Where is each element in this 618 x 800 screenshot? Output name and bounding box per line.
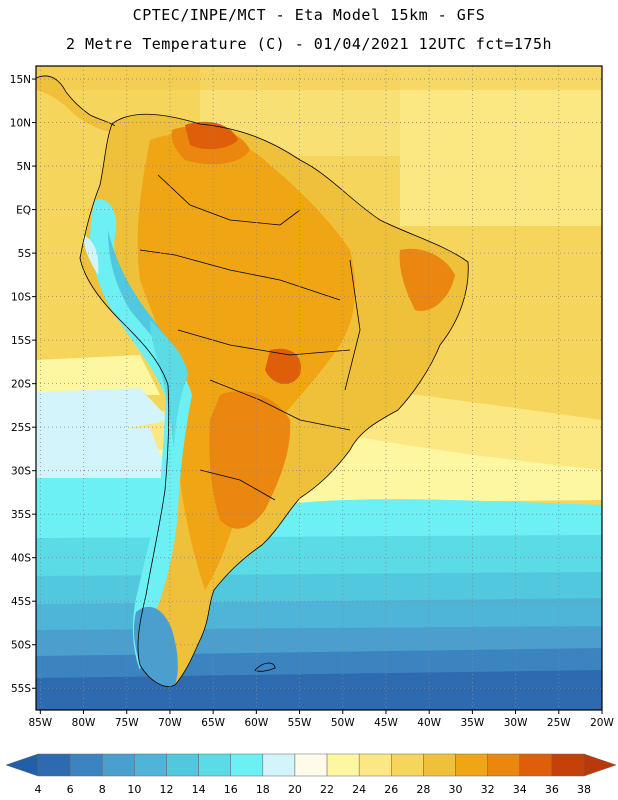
lat-label: 15N [10, 74, 31, 86]
lat-label: 10N [10, 118, 31, 130]
lat-label: 10S [11, 292, 31, 304]
colorbar-segment [166, 753, 199, 777]
colorbar-label: 38 [577, 783, 591, 796]
lat-label: 5S [18, 248, 32, 260]
axis-ticks: 15N 10N 5N EQ 5S 10S 15S 20S 25S 30S 35S 40S 45S 50S 5… [10, 74, 615, 729]
lon-label: 65W [201, 717, 225, 729]
colorbar-segment [230, 753, 264, 777]
lon-label: 55W [288, 717, 312, 729]
lat-label: 55S [11, 683, 31, 695]
colorbar-segment [101, 753, 135, 777]
lat-label: 20S [11, 379, 31, 391]
colorbar-label: 20 [288, 783, 302, 796]
lat-label: 40S [11, 553, 31, 565]
colorbar-label: 28 [416, 783, 430, 796]
colorbar-label: 24 [352, 783, 366, 796]
colorbar-segment [423, 753, 456, 777]
colorbar-low-arrow [5, 753, 39, 777]
lat-label: 50S [11, 640, 31, 652]
colorbar-high-arrow [583, 753, 617, 777]
colorbar-segment [294, 753, 328, 777]
coastlines [36, 75, 469, 687]
lat-label: 45S [11, 596, 31, 608]
colorbar-label: 12 [159, 783, 173, 796]
colorbar-segment [391, 753, 424, 777]
colorbar-segment [519, 753, 553, 777]
colorbar-label: 6 [67, 783, 74, 796]
colorbar-segment [198, 753, 231, 777]
colorbar-label: 10 [127, 783, 141, 796]
map-frame [35, 65, 603, 711]
colorbar-label: 18 [256, 783, 270, 796]
map-subtitle: 2 Metre Temperature (C) - 01/04/2021 12U… [65, 35, 553, 53]
temperature-field [36, 66, 602, 710]
lon-label: 50W [331, 717, 355, 729]
lat-label: 25S [11, 422, 31, 434]
lon-label: 80W [72, 717, 96, 729]
colorbar-segment [455, 753, 488, 777]
lon-label: 40W [417, 717, 441, 729]
lon-label: 75W [115, 717, 139, 729]
colorbar-label: 34 [513, 783, 527, 796]
lat-label: EQ [16, 205, 31, 217]
lon-label: 45W [374, 717, 398, 729]
colorbar-label: 14 [192, 783, 206, 796]
colorbar-segment [326, 753, 360, 777]
graticule [36, 66, 602, 710]
colorbar-label: 26 [384, 783, 398, 796]
lat-label: 30S [11, 466, 31, 478]
colorbar-segment [358, 753, 392, 777]
lon-label: 35W [461, 717, 485, 729]
lat-label: 35S [11, 509, 31, 521]
colorbar-label: 22 [320, 783, 334, 796]
map-title: CPTEC/INPE/MCT - Eta Model 15km - GFS [132, 6, 486, 24]
colorbar-label: 32 [481, 783, 495, 796]
lon-label: 30W [504, 717, 528, 729]
colorbar-label: 8 [99, 783, 106, 796]
colorbar-segment [551, 753, 585, 777]
colorbar-segment [262, 753, 296, 777]
colorbar: 4 6 8 10 12 14 16 18 20 22 24 26 28 30 32 34 36 38 [5, 753, 617, 796]
colorbar-segment [487, 753, 521, 777]
lat-label: 5N [16, 161, 31, 173]
lon-label: 25W [547, 717, 571, 729]
lon-label: 20W [590, 717, 614, 729]
lon-label: 60W [244, 717, 268, 729]
lon-label: 85W [28, 717, 52, 729]
colorbar-label: 16 [224, 783, 238, 796]
colorbar-segment [69, 753, 103, 777]
colorbar-label: 4 [35, 783, 42, 796]
colorbar-segment [37, 753, 71, 777]
colorbar-label: 36 [545, 783, 559, 796]
colorbar-label: 30 [449, 783, 463, 796]
lat-label: 15S [11, 335, 31, 347]
colorbar-segment [134, 753, 167, 777]
lon-label: 70W [158, 717, 182, 729]
